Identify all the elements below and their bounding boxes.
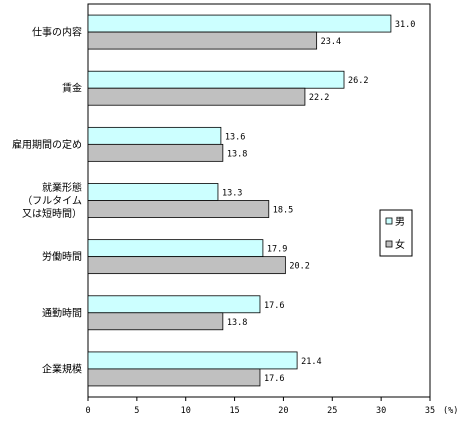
bar-value-label: 17.6 bbox=[264, 374, 284, 384]
bar-value-label: 13.8 bbox=[227, 149, 247, 159]
bar-male bbox=[87, 295, 261, 314]
bars-group: 31.0 23.4 26.2 22.2 13.6 13.8 13.3 18.5 17.920.2… bbox=[87, 14, 415, 387]
bar-female bbox=[87, 312, 224, 331]
bar-female bbox=[87, 200, 270, 218]
bar-male bbox=[87, 351, 298, 370]
bar-value-label: 31.0 bbox=[395, 20, 415, 30]
bar-value-label: 20.2 bbox=[289, 262, 309, 272]
legend-label-female: 女 bbox=[395, 238, 405, 251]
legend-swatch-female bbox=[385, 240, 393, 248]
x-tick-label: 25 bbox=[327, 406, 337, 416]
bar-female bbox=[87, 31, 318, 50]
bar-value-label: 13.3 bbox=[222, 189, 242, 199]
bar-female bbox=[87, 368, 261, 387]
bar-value-label: 22.2 bbox=[309, 93, 329, 103]
bar-value-label: 18.5 bbox=[273, 206, 293, 216]
category-label: 仕事の内容 bbox=[32, 26, 82, 39]
legend-label-male: 男 bbox=[395, 216, 405, 228]
x-tick-label: 5 bbox=[134, 406, 139, 416]
bar-female bbox=[87, 143, 224, 162]
category-label: （フルタイム bbox=[22, 195, 82, 207]
bar-value-label: 13.6 bbox=[225, 132, 245, 142]
bar-male bbox=[87, 14, 392, 33]
category-label: 労働時間 bbox=[42, 250, 82, 263]
x-axis: 0 5 10 15 20 25 30 35 (%) bbox=[85, 397, 458, 416]
bar-value-label: 13.8 bbox=[227, 318, 247, 328]
legend-swatch-male bbox=[385, 217, 393, 225]
x-tick-label: 0 bbox=[85, 406, 90, 416]
category-label: 賃金 bbox=[62, 82, 82, 95]
bar-value-label: 26.2 bbox=[348, 76, 368, 86]
bar-value-label: 17.9 bbox=[267, 245, 287, 255]
bar-male bbox=[87, 126, 222, 145]
category-label: 又は短時間） bbox=[22, 207, 82, 220]
x-tick-label: 35 bbox=[425, 406, 435, 416]
bar-female bbox=[87, 87, 306, 106]
category-label: 雇用期間の定め bbox=[12, 138, 82, 151]
x-tick-label: 20 bbox=[278, 406, 288, 416]
category-label: 通勤時間 bbox=[42, 306, 82, 319]
bar-value-label: 23.4 bbox=[321, 37, 341, 47]
category-label: 就業形態 bbox=[42, 181, 82, 194]
x-tick-label: 15 bbox=[229, 406, 239, 416]
bar-male bbox=[87, 70, 345, 89]
x-tick-label: 10 bbox=[181, 406, 191, 416]
bar-value-label: 17.6 bbox=[264, 301, 284, 311]
bar-male bbox=[87, 183, 219, 201]
legend: 男 女 bbox=[379, 209, 413, 257]
x-unit-label: (%) bbox=[443, 406, 458, 416]
bar-male bbox=[87, 239, 264, 258]
category-label: 企業規模 bbox=[42, 362, 82, 375]
x-tick-label: 30 bbox=[376, 406, 386, 416]
bar-female bbox=[87, 256, 286, 275]
legend-box bbox=[379, 209, 413, 257]
bar-value-label: 21.4 bbox=[301, 357, 321, 367]
